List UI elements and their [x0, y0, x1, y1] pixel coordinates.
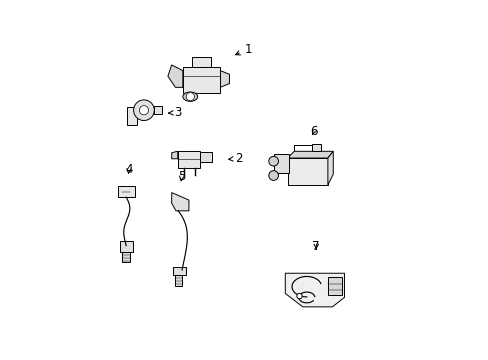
Bar [172, 267, 185, 275]
Polygon shape [220, 71, 229, 87]
Bar [192, 57, 210, 67]
Bar [175, 275, 182, 286]
Polygon shape [167, 65, 183, 87]
Circle shape [186, 93, 194, 101]
Polygon shape [171, 151, 177, 159]
Polygon shape [327, 151, 333, 185]
Bar [154, 105, 162, 114]
Text: 2: 2 [228, 152, 243, 165]
Text: 7: 7 [312, 240, 319, 253]
Polygon shape [287, 151, 333, 158]
Circle shape [296, 293, 302, 299]
Circle shape [133, 100, 154, 121]
Bar [183, 67, 220, 93]
Polygon shape [171, 193, 188, 211]
Bar [117, 186, 135, 197]
Bar [126, 107, 137, 125]
Text: 1: 1 [235, 42, 251, 55]
Bar [122, 252, 130, 262]
Polygon shape [285, 273, 344, 307]
Circle shape [139, 105, 148, 115]
Text: 5: 5 [178, 170, 185, 183]
Text: 3: 3 [168, 106, 182, 119]
Bar [274, 154, 288, 173]
Ellipse shape [183, 92, 197, 101]
Bar [311, 144, 321, 151]
Bar [287, 158, 327, 185]
Bar [200, 152, 212, 162]
Bar [327, 277, 341, 295]
Circle shape [268, 156, 278, 166]
Text: 4: 4 [125, 163, 133, 176]
Bar [120, 241, 132, 252]
Text: 6: 6 [309, 125, 317, 138]
Circle shape [268, 171, 278, 180]
Bar [177, 151, 200, 168]
